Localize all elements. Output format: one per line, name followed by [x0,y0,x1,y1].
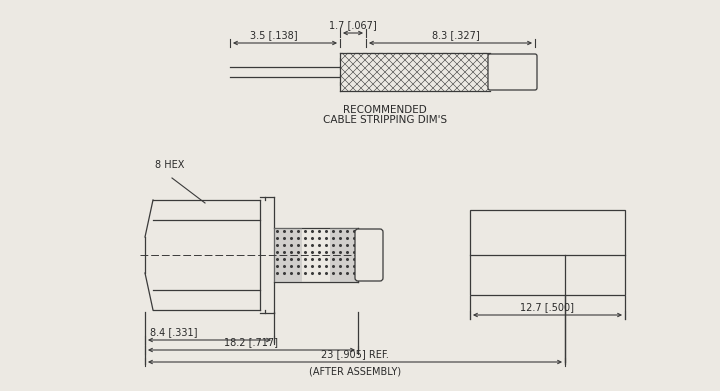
Text: 8 HEX: 8 HEX [155,160,184,170]
FancyBboxPatch shape [355,229,383,281]
Bar [470,210,625,295]
Text: RECOMMENDED: RECOMMENDED [343,105,427,115]
Text: 3.5 [.138]: 3.5 [.138] [250,30,297,40]
Bar [330,228,358,282]
FancyBboxPatch shape [488,54,537,90]
Text: 18.2 [.717]: 18.2 [.717] [224,337,278,347]
Text: 8.4 [.331]: 8.4 [.331] [150,327,197,337]
Text: 1.7 [.067]: 1.7 [.067] [329,20,377,30]
Text: 8.3 [.327]: 8.3 [.327] [431,30,480,40]
Text: 23 [.905] REF.: 23 [.905] REF. [321,349,389,359]
Bar [274,228,302,282]
Text: CABLE STRIPPING DIM'S: CABLE STRIPPING DIM'S [323,115,447,125]
Text: (AFTER ASSEMBLY): (AFTER ASSEMBLY) [309,367,401,377]
Text: 12.7 [.500]: 12.7 [.500] [520,302,574,312]
